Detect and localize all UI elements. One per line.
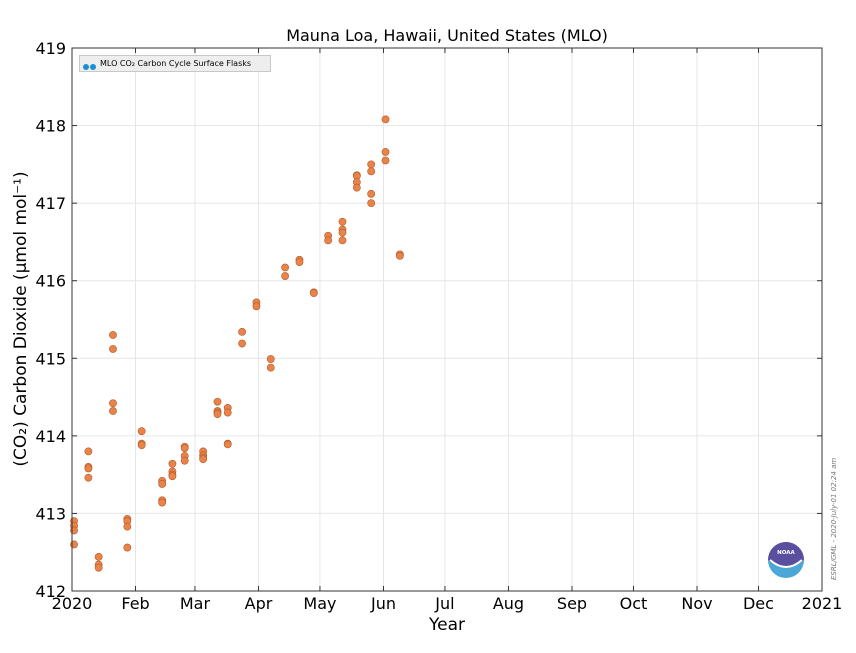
data-point bbox=[109, 399, 117, 408]
data-point bbox=[168, 472, 177, 481]
data-point bbox=[137, 427, 146, 436]
data-point bbox=[309, 289, 318, 298]
data-point bbox=[367, 199, 376, 208]
legend-marker bbox=[83, 60, 97, 75]
data-point bbox=[168, 459, 177, 468]
x-tick-label: Apr bbox=[245, 594, 273, 613]
data-point bbox=[338, 236, 347, 245]
data-point bbox=[324, 236, 333, 245]
credit-text: ESRL/GML - 2020-July-01 02:24 am bbox=[830, 457, 838, 580]
y-tick-label: 412 bbox=[35, 582, 66, 601]
x-tick-label: May bbox=[303, 594, 336, 613]
x-tick-label: Sep bbox=[557, 594, 587, 613]
data-point bbox=[158, 498, 167, 507]
data-point bbox=[395, 251, 404, 260]
y-tick-label: 413 bbox=[35, 504, 66, 523]
x-tick-label: 2021 bbox=[802, 594, 843, 613]
x-tick-label: Jun bbox=[370, 594, 396, 613]
data-points bbox=[70, 115, 404, 572]
noaa-logo: NOAA bbox=[768, 542, 804, 578]
x-tick-label: Dec bbox=[743, 594, 774, 613]
data-point bbox=[338, 217, 347, 226]
data-point bbox=[223, 408, 232, 417]
data-point bbox=[338, 228, 347, 237]
data-point bbox=[238, 339, 246, 348]
data-point bbox=[84, 464, 93, 473]
y-tick-label: 414 bbox=[35, 427, 66, 446]
x-axis-label: Year bbox=[428, 615, 465, 635]
legend-label: MLO CO₂ Carbon Cycle Surface Flasks bbox=[100, 59, 252, 68]
y-tick-label: 416 bbox=[35, 272, 66, 291]
data-point bbox=[84, 447, 93, 456]
data-point bbox=[281, 272, 290, 280]
x-tick-label: Mar bbox=[180, 594, 211, 613]
x-tick-label: Aug bbox=[493, 594, 524, 613]
chart-title: Mauna Loa, Hawaii, United States (MLO) bbox=[286, 26, 608, 45]
x-tick-label: Feb bbox=[121, 594, 149, 613]
y-tick-label: 418 bbox=[35, 117, 66, 136]
y-tick-label: 417 bbox=[35, 194, 66, 213]
data-point bbox=[381, 115, 390, 124]
grid-lines bbox=[71, 47, 823, 592]
data-point bbox=[109, 407, 117, 415]
data-point bbox=[367, 160, 376, 169]
data-point bbox=[295, 258, 304, 266]
data-point bbox=[238, 328, 246, 336]
data-point bbox=[84, 473, 93, 482]
plot-frame bbox=[71, 47, 823, 592]
data-point bbox=[223, 440, 232, 449]
data-point bbox=[381, 156, 390, 165]
data-point bbox=[213, 410, 222, 419]
y-tick-label: 415 bbox=[35, 349, 66, 368]
data-point bbox=[381, 148, 390, 156]
data-point bbox=[137, 441, 146, 450]
x-tick-label: Oct bbox=[620, 594, 648, 613]
data-point bbox=[94, 563, 103, 572]
data-point bbox=[199, 455, 208, 464]
data-point bbox=[109, 331, 117, 339]
data-point bbox=[352, 183, 361, 192]
x-tick-label: Jul bbox=[434, 594, 454, 613]
x-tick-label: Nov bbox=[681, 594, 712, 613]
data-point bbox=[123, 522, 132, 531]
x-tick-label: 2020 bbox=[52, 594, 93, 613]
data-point bbox=[367, 189, 376, 198]
data-point bbox=[367, 167, 376, 176]
data-point bbox=[123, 543, 132, 552]
data-point bbox=[213, 397, 222, 406]
data-point bbox=[109, 345, 117, 353]
data-point bbox=[180, 456, 189, 465]
noaa-logo-text: NOAA bbox=[777, 550, 795, 556]
data-point bbox=[252, 302, 261, 311]
data-point bbox=[180, 444, 189, 453]
y-axis-label: (CO₂) Carbon Dioxide (μmol mol⁻¹) bbox=[11, 171, 31, 466]
y-axis-ticks: 412 413 414 415 416 417 418 419 bbox=[35, 39, 822, 601]
data-point bbox=[281, 263, 290, 272]
data-point bbox=[266, 355, 275, 363]
data-point bbox=[158, 480, 167, 488]
legend: MLO CO₂ Carbon Cycle Surface Flasks bbox=[79, 55, 271, 72]
x-axis-ticks: 2020 Feb Mar Apr May Jun Jul Aug Sep Oct Nov Dec 202… bbox=[52, 48, 843, 613]
y-tick-label: 419 bbox=[35, 39, 66, 58]
data-point bbox=[266, 363, 275, 372]
data-point bbox=[94, 552, 103, 561]
